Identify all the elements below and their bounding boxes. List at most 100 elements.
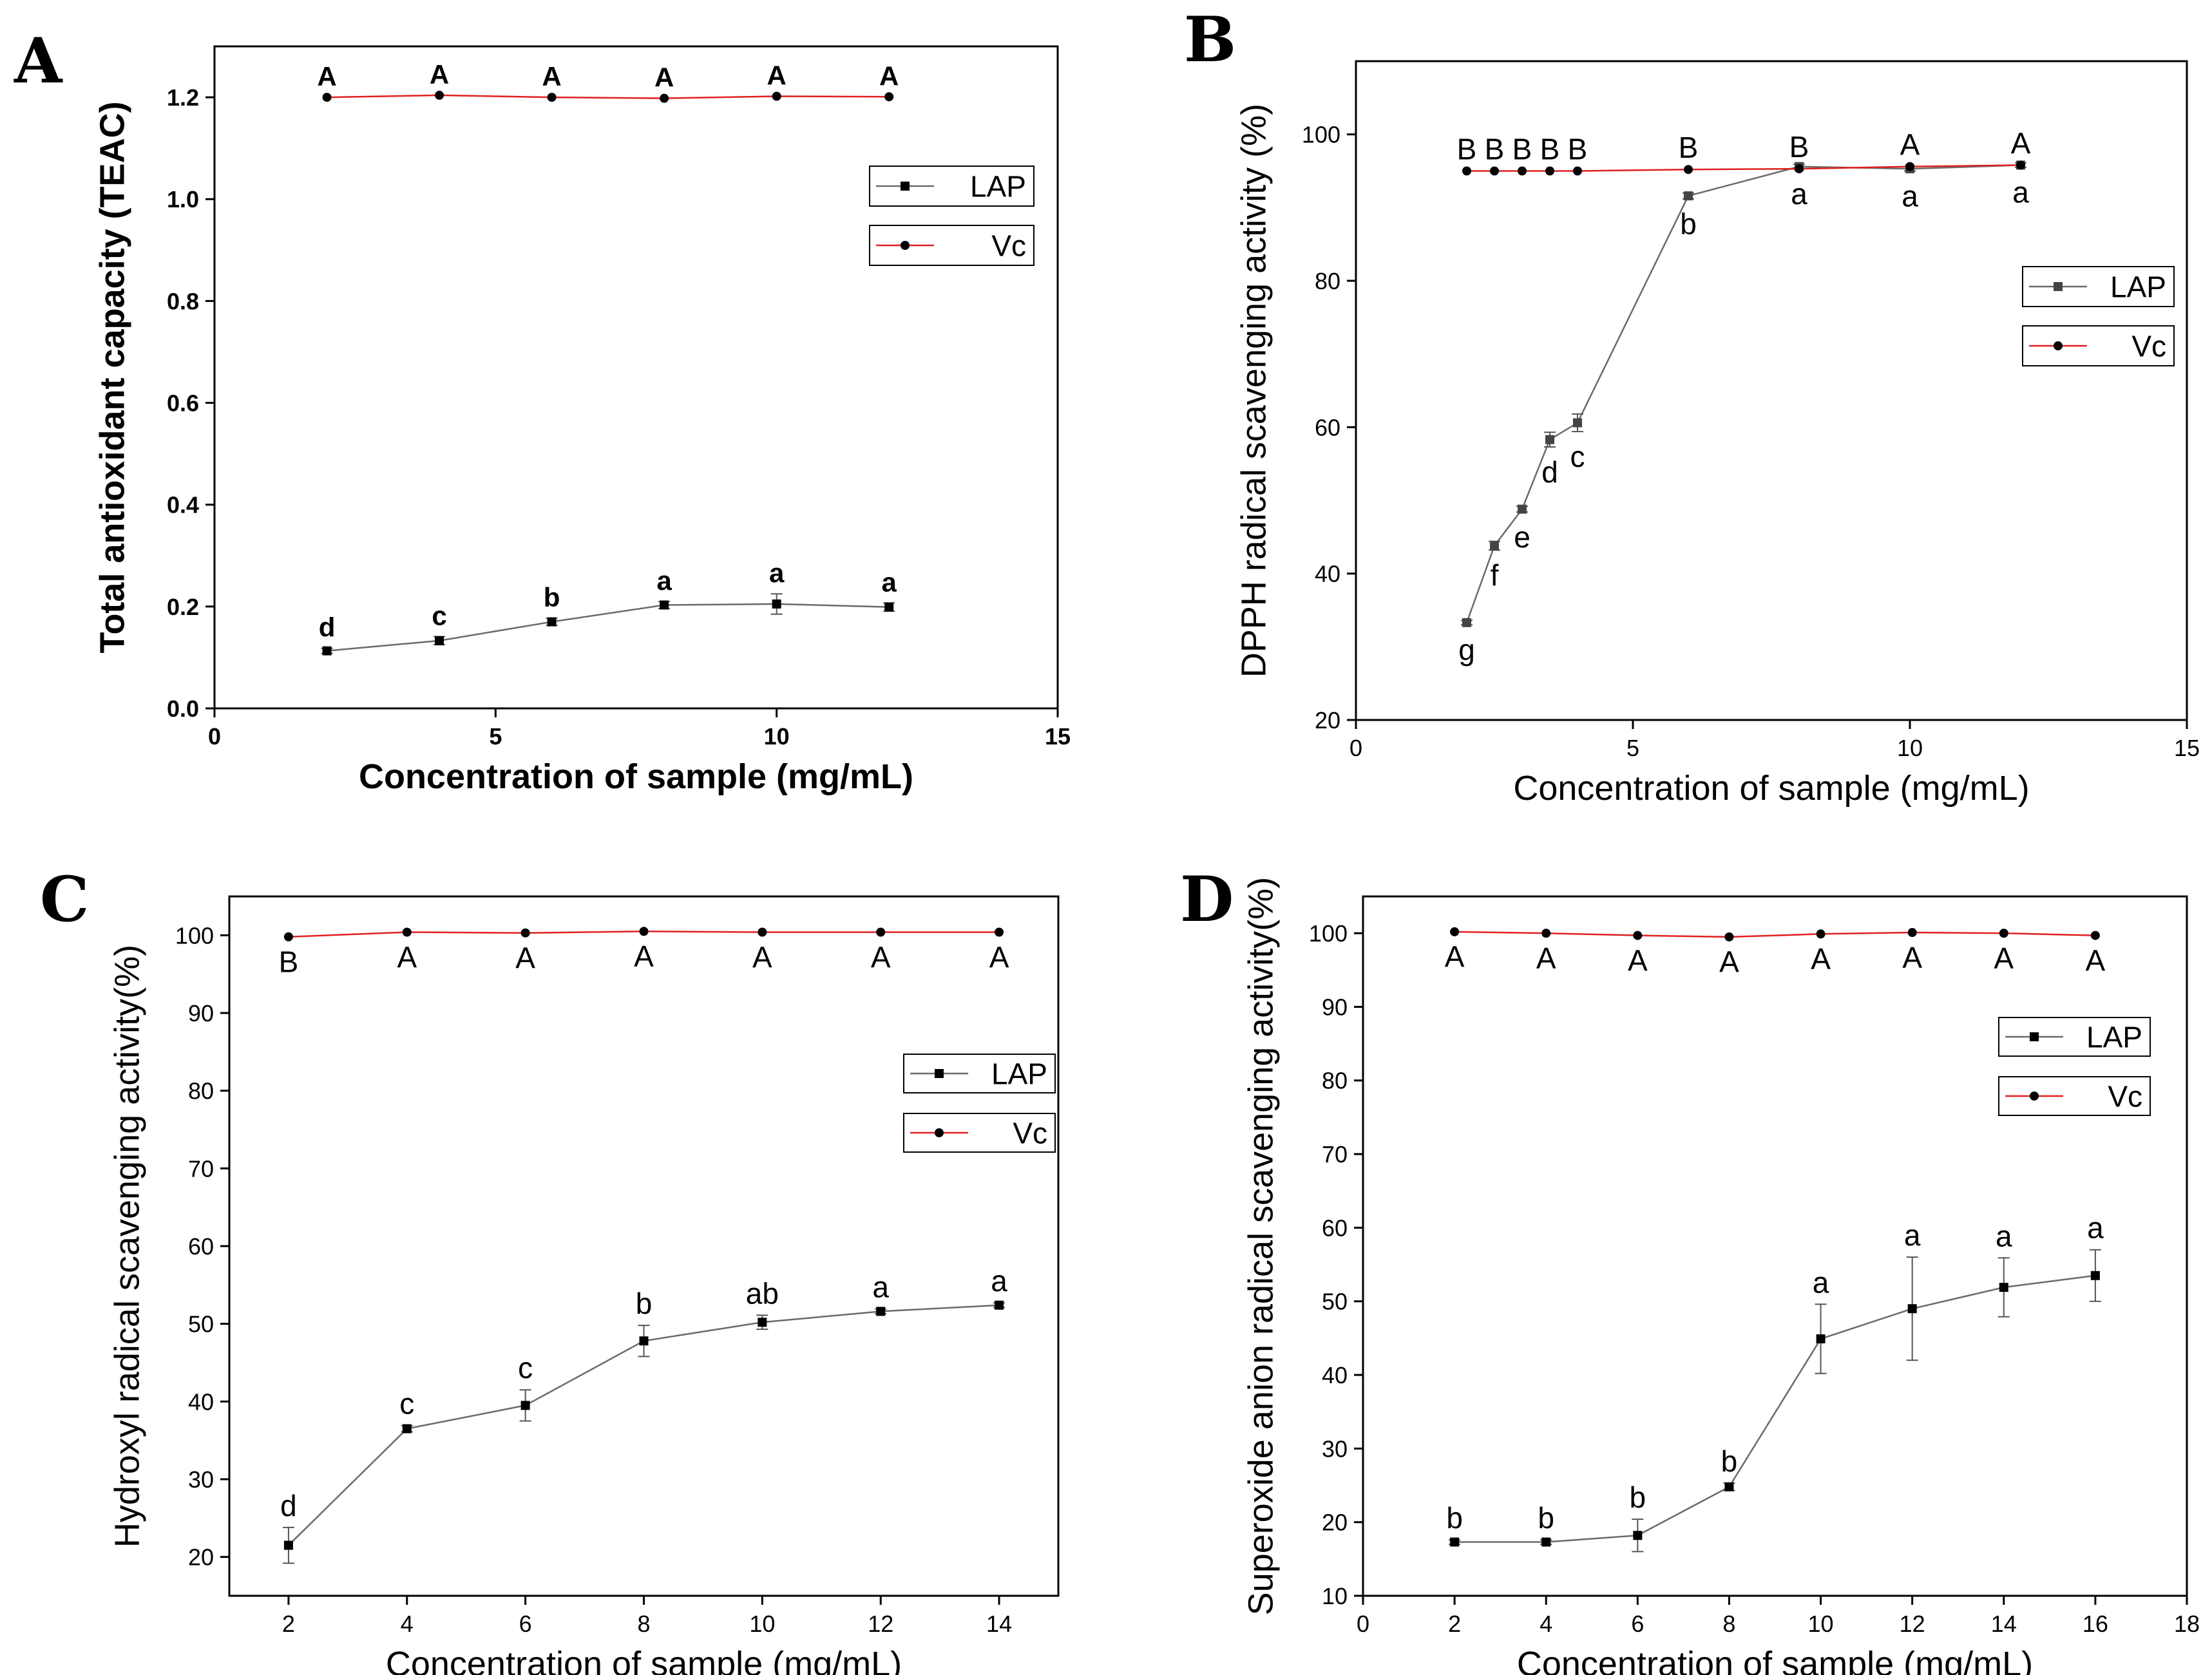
- panel-c-frame: [228, 895, 1060, 1597]
- panel-c-y-tick-label: 80: [188, 1078, 214, 1104]
- panel-c-plot: 2 4 6 8 10 12 14 20 30 40 50 60 70 80 90 100 Concentrati…: [108, 895, 1060, 1675]
- panel-b-lap-point: [1518, 504, 1527, 514]
- panel-d-lap-sig-label: a: [2087, 1211, 2104, 1245]
- panel-b-lap-line: [1465, 164, 2021, 623]
- panel-d-y-tick-label: 70: [1322, 1141, 1348, 1168]
- panel-d-x-tick-label: 6: [1631, 1611, 1644, 1637]
- panel-d-vc-sig-label: A: [1628, 943, 1648, 977]
- panel-b-x-tick-label: 15: [2174, 735, 2200, 761]
- panel-d-vc-line: [1454, 931, 2095, 938]
- panel-d-vc-point: [1999, 929, 2008, 938]
- panel-c-vc-point: [520, 928, 530, 938]
- panel-d-vc-sig-label: A: [1719, 945, 1739, 979]
- panel-d-vc-point: [1816, 929, 1826, 939]
- panel-d-x-tick-label: 16: [2083, 1611, 2108, 1637]
- panel-d-vc-point: [1541, 929, 1551, 938]
- panel-d-plot: 0 2 4 6 8 10 12 14 16 18 10 20 30 40 50 60 70 80 90 100 Conc…: [1242, 877, 2200, 1675]
- panel-c-x-tick-label: 14: [986, 1611, 1012, 1637]
- panel-a-vc-point: [660, 93, 669, 103]
- panel-d-y-tick-label: 80: [1322, 1068, 1348, 1094]
- panel-b-letter: B: [1184, 3, 1236, 76]
- panel-d-legend-vc-label: Vc: [2108, 1080, 2142, 1113]
- panel-d-x-axis-title: Concentration of sample (mg/mL): [1517, 1645, 2033, 1675]
- panel-b-vc-sig-label: B: [1540, 133, 1560, 166]
- panel-c-legend-lap-label: LAP: [991, 1057, 1047, 1091]
- panel-a-lap-point: [547, 617, 557, 627]
- panel-d-vc-sig-label: A: [1902, 941, 1922, 974]
- panel-d-vc-point: [1450, 927, 1460, 936]
- panel-d-legend-lap-swatch-marker: [2030, 1032, 2039, 1041]
- panel-a-vc-point: [884, 92, 894, 102]
- panel-b-y-tick-label: 80: [1315, 268, 1340, 294]
- panel-c-y-tick-label: 50: [188, 1311, 214, 1338]
- panel-b-vc-sig-label: B: [1568, 133, 1588, 166]
- panel-b-lap-sig-label: c: [1570, 440, 1585, 473]
- panel-d-x-tick-label: 0: [1357, 1611, 1369, 1637]
- panel-c-lap-point: [402, 1424, 412, 1434]
- panel-a-lap-sig-label: a: [656, 565, 672, 596]
- panel-d-lap-point: [2090, 1271, 2100, 1280]
- panel-a: A 0 5 10 15 0.0 0.2 0.4 0.6 0.8 1.0 1.2 Concentratio…: [14, 24, 1071, 796]
- panel-b-lap-sig-label: g: [1458, 633, 1475, 667]
- panel-a-vc-sig-label: A: [542, 61, 561, 91]
- panel-a-lap-sig-label: b: [544, 582, 560, 612]
- panel-a-lap-point: [660, 600, 669, 610]
- panel-a-x-tick-label: 15: [1045, 723, 1071, 750]
- panel-d-legend-lap-label: LAP: [2086, 1021, 2142, 1054]
- panel-b-lap-sig-label: d: [1541, 455, 1558, 489]
- panel-b-plot: 0 5 10 15 20 40 60 80 100 Concentration of sample…: [1235, 60, 2200, 808]
- panel-d-lap-sig-label: a: [1813, 1265, 1829, 1299]
- panel-b-vc-sig-label: A: [1900, 128, 1920, 162]
- panel-a-legend-lap-swatch-marker: [901, 182, 910, 191]
- panel-c-y-tick-label: 70: [188, 1155, 214, 1182]
- panel-b-vc-sig-label: B: [1485, 133, 1505, 166]
- panel-d-lap-sig-label: b: [1446, 1501, 1463, 1535]
- panel-b-x-axis-title: Concentration of sample (mg/mL): [1513, 769, 2029, 808]
- panel-b-legend-vc-swatch-marker: [2054, 341, 2063, 350]
- panel-c-y-axis-title: Hydroxyl radical scavenging activity(%): [108, 945, 147, 1547]
- panel-a-y-tick-label: 0.4: [167, 492, 199, 518]
- panel-c-x-tick-label: 6: [519, 1611, 532, 1637]
- panel-c-legend-vc-label: Vc: [1013, 1117, 1047, 1150]
- panel-d-x-tick-label: 2: [1448, 1611, 1461, 1637]
- panel-d: D 0 2 4 6 8 10 12 14 16 18 10 20 30 40 50 60 70 80 90 100 Con…: [1180, 863, 2200, 1675]
- panel-d-vc-point: [1724, 932, 1734, 942]
- panel-c-lap-point: [876, 1307, 886, 1316]
- panel-b-vc-point: [1573, 166, 1582, 176]
- panel-c-vc-sig-label: B: [279, 945, 299, 979]
- panel-d-vc-point: [2090, 931, 2100, 940]
- panel-d-x-tick-label: 10: [1808, 1611, 1834, 1637]
- panel-c-lap-sig-label: ab: [746, 1276, 779, 1310]
- panel-a-x-tick-label: 0: [208, 723, 221, 750]
- panel-a-lap-point: [884, 602, 894, 612]
- panel-d-y-tick-label: 90: [1322, 994, 1348, 1020]
- panel-b-lap-point: [1573, 418, 1582, 428]
- panel-d-y-tick-label: 10: [1322, 1583, 1348, 1609]
- panel-b-y-tick-label: 20: [1315, 707, 1340, 733]
- panel-a-lap-sig-label: d: [319, 612, 336, 643]
- panel-d-x-tick-label: 8: [1722, 1611, 1735, 1637]
- panel-c-lap-sig-label: a: [872, 1271, 889, 1304]
- panel-c-letter: C: [40, 863, 89, 936]
- panel-b-x-tick-label: 10: [1897, 735, 1923, 761]
- panel-b-legend-lap-label: LAP: [2110, 270, 2166, 304]
- panel-d-lap-sig-label: a: [1904, 1218, 1921, 1252]
- panel-c-vc-sig-label: A: [989, 940, 1009, 974]
- panel-a-y-tick-label: 1.2: [167, 84, 199, 111]
- panel-b-frame: [1355, 60, 2188, 721]
- panel-d-lap-sig-label: b: [1630, 1481, 1646, 1514]
- panel-a-y-tick-label: 0.0: [167, 696, 199, 722]
- panel-a-vc-sig-label: A: [879, 61, 899, 91]
- panel-b-lap-point: [1490, 541, 1499, 551]
- panel-a-letter: A: [14, 24, 63, 97]
- panel-a-legend-vc-label: Vc: [991, 229, 1026, 263]
- panel-d-y-tick-label: 60: [1322, 1215, 1348, 1241]
- panel-b-vc-point: [1684, 165, 1693, 175]
- panel-a-vc-point: [435, 90, 444, 100]
- panel-a-x-axis-title: Concentration of sample (mg/mL): [359, 757, 913, 796]
- panel-c-y-tick-label: 60: [188, 1233, 214, 1260]
- panel-a-frame: [213, 45, 1059, 710]
- panel-d-lap-sig-label: b: [1538, 1501, 1554, 1535]
- panel-a-y-tick-label: 1.0: [167, 186, 199, 213]
- panel-d-frame: [1362, 895, 2188, 1597]
